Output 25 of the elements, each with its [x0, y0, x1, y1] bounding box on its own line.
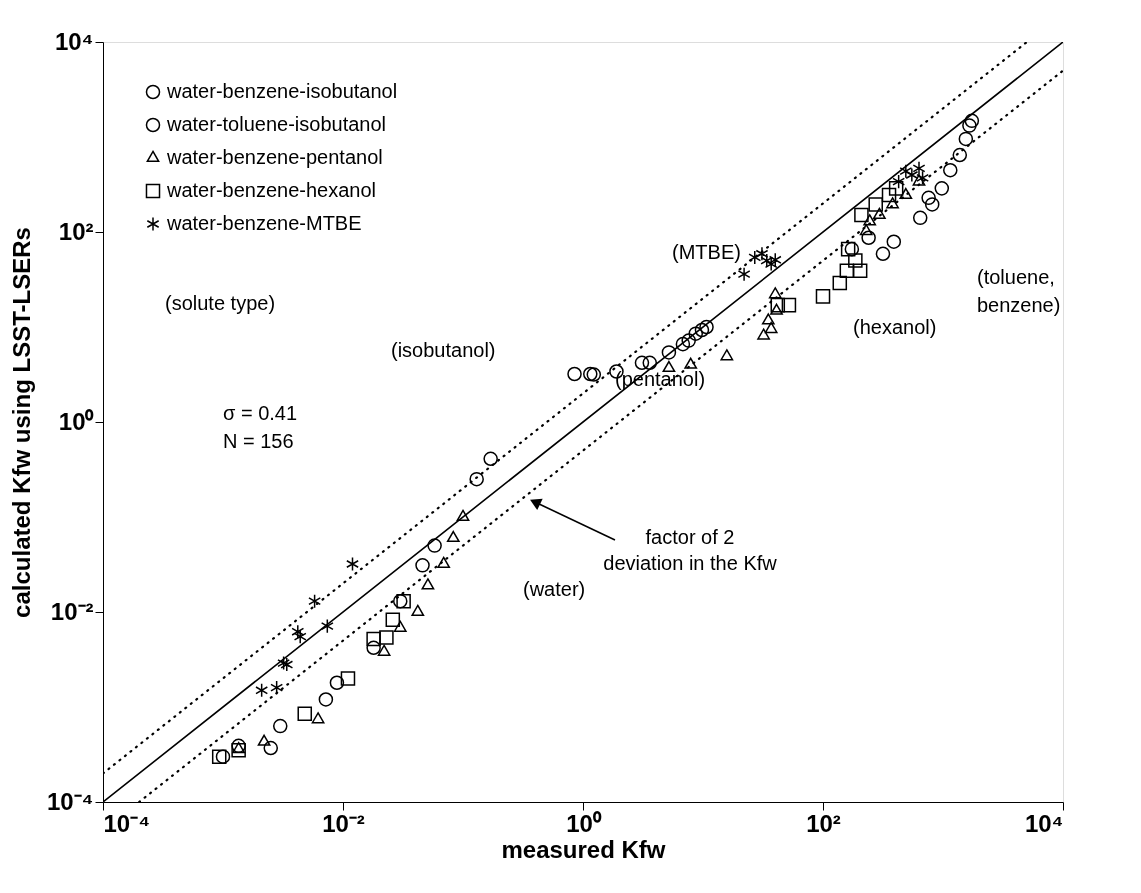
y-tick-label: 10⁻⁴ [46, 787, 94, 815]
y-tick-label: 10⁰ [58, 407, 95, 435]
legend-label: water-toluene-isobutanol [166, 113, 387, 135]
x-tick-label: 10² [806, 809, 841, 837]
y-tick-label: 10⁴ [54, 27, 94, 55]
annotation: (isobutanol) [391, 339, 496, 361]
annotation: σ = 0.41 N = 156 [223, 402, 298, 452]
x-tick-label: 10⁴ [1024, 809, 1064, 837]
annotation: (toluene, benzene) [977, 266, 1061, 316]
x-axis-title: measured Kfw [501, 835, 666, 863]
y-tick-label: 10⁻² [50, 597, 94, 625]
y-tick-label: 10² [58, 217, 94, 245]
annotation: (water) [523, 578, 586, 600]
legend-label: water-benzene-MTBE [166, 212, 362, 234]
legend-label: water-benzene-pentanol [166, 146, 383, 168]
annotation: (solute type) [165, 292, 276, 314]
annotation: (hexanol) [853, 316, 937, 338]
x-tick-label: 10⁻⁴ [103, 809, 151, 837]
annotation: factor of 2 deviation in the Kfw [603, 526, 778, 574]
y-axis-title: calculated Kfw using LSST-LSERs [7, 227, 35, 618]
legend-label: water-benzene-hexanol [166, 179, 377, 201]
x-tick-label: 10⁰ [566, 809, 602, 837]
x-tick-label: 10⁻² [322, 809, 365, 837]
legend-label: water-benzene-isobutanol [166, 80, 398, 102]
annotation: (MTBE) [672, 241, 741, 263]
